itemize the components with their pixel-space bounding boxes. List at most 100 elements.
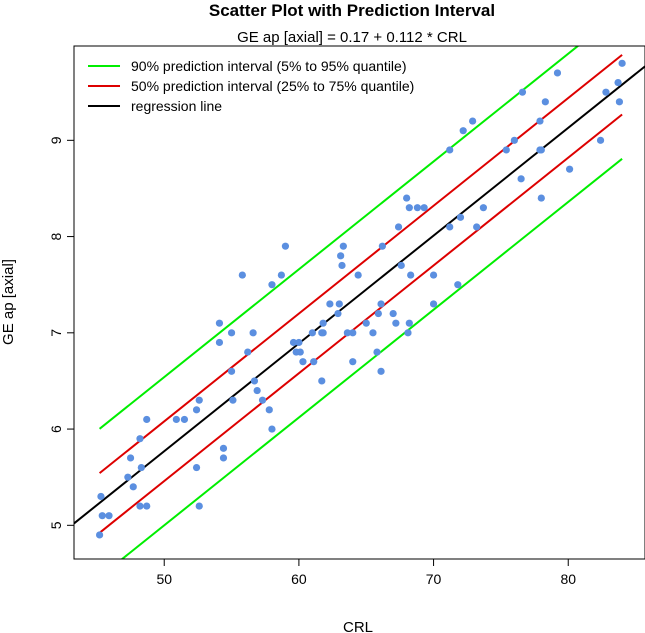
data-point: [429, 271, 438, 279]
data-point: [469, 117, 477, 125]
data-point: [136, 502, 144, 510]
data-point: [319, 329, 327, 337]
plot-frame: [73, 45, 645, 560]
data-point: [219, 444, 228, 452]
data-point: [172, 415, 180, 424]
data-point: [456, 213, 465, 221]
data-point: [281, 242, 290, 250]
data-point: [338, 261, 346, 270]
legend-label-50: 50% prediction interval (25% to 75% quan…: [131, 78, 414, 94]
data-point: [389, 309, 397, 318]
data-point: [105, 512, 113, 520]
interval-lines: [74, 46, 645, 559]
series-line-2-0: [74, 65, 645, 525]
data-point: [277, 271, 285, 279]
data-point: [369, 329, 377, 337]
data-point: [227, 329, 236, 337]
chart-title: Scatter Plot with Prediction Interval: [209, 1, 495, 20]
series-line-1-1: [98, 113, 623, 534]
legend-label-90: 90% prediction interval (5% to 95% quant…: [131, 58, 407, 74]
data-point: [289, 338, 298, 347]
data-point: [602, 88, 610, 96]
data-point: [192, 463, 201, 472]
data-point: [446, 146, 454, 154]
data-point: [541, 98, 549, 106]
data-point: [378, 242, 386, 250]
data-point: [143, 502, 151, 510]
data-point: [394, 223, 403, 231]
data-point: [335, 300, 343, 308]
data-point: [98, 512, 106, 520]
x-tick-label: 70: [426, 571, 442, 587]
data-point: [124, 473, 132, 481]
data-point: [518, 88, 527, 96]
data-point: [510, 136, 518, 144]
series-line-0-1: [120, 158, 623, 559]
data-point: [377, 367, 385, 375]
data-point: [129, 483, 137, 491]
data-point: [403, 194, 411, 202]
data-point: [536, 117, 544, 125]
data-point: [215, 338, 224, 347]
legend: 90% prediction interval (5% to 95% quant…: [88, 58, 414, 114]
data-point: [229, 396, 237, 404]
x-tick-label: 80: [560, 571, 576, 587]
data-point: [339, 242, 347, 250]
legend-label-regression: regression line: [131, 98, 222, 114]
y-tick-label: 5: [48, 521, 64, 529]
data-point: [479, 204, 487, 212]
data-point: [337, 252, 345, 260]
data-point: [407, 271, 415, 279]
data-point: [459, 127, 467, 135]
data-point: [614, 78, 622, 87]
data-point: [126, 454, 135, 462]
series-line-0-0: [98, 46, 580, 430]
data-point: [253, 386, 261, 395]
data-point: [373, 348, 381, 356]
data-point: [405, 204, 413, 212]
data-point: [553, 69, 562, 77]
data-point: [374, 309, 382, 318]
data-point: [318, 377, 326, 385]
x-tick-label: 60: [291, 571, 307, 587]
data-point: [319, 319, 327, 327]
data-point: [473, 223, 481, 231]
data-point: [227, 367, 236, 375]
x-tick-label: 50: [156, 571, 172, 587]
data-point: [354, 271, 362, 279]
y-axis-ticks: 5 6 7 8 9: [48, 136, 74, 529]
data-point: [537, 194, 545, 202]
data-point: [195, 396, 203, 404]
data-point: [596, 136, 605, 144]
data-points: [95, 59, 626, 539]
y-axis-label: GE ap [axial]: [0, 259, 17, 345]
data-point: [249, 329, 257, 337]
data-point: [405, 319, 413, 327]
data-point: [349, 358, 357, 366]
data-point: [334, 309, 342, 318]
y-tick-label: 8: [48, 232, 64, 240]
data-point: [308, 329, 316, 337]
data-point: [244, 348, 252, 356]
data-point: [502, 146, 510, 154]
data-point: [420, 204, 428, 212]
data-point: [195, 502, 203, 510]
data-point: [343, 329, 351, 337]
data-point: [397, 261, 405, 270]
x-axis-label: CRL: [343, 619, 373, 633]
data-point: [192, 406, 201, 414]
data-point: [296, 348, 304, 356]
y-tick-label: 9: [48, 136, 64, 144]
data-point: [618, 59, 626, 67]
data-point: [310, 358, 318, 366]
data-point: [180, 415, 189, 424]
data-point: [136, 435, 144, 443]
data-point: [392, 319, 400, 327]
data-point: [565, 165, 574, 173]
data-point: [429, 300, 438, 308]
data-point: [95, 531, 104, 539]
series-line-1-0: [98, 54, 623, 474]
data-point: [215, 319, 224, 327]
data-point: [454, 281, 462, 289]
